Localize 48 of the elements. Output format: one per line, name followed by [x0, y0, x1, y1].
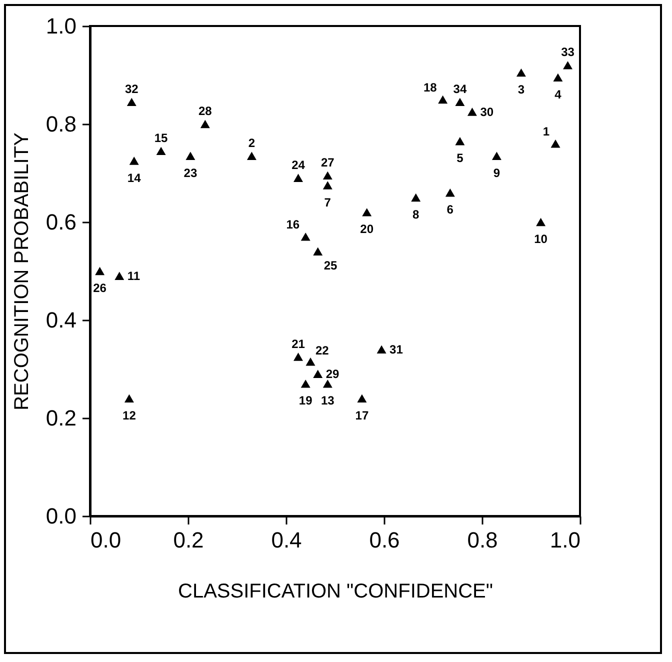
x-tick-label: 0.4	[271, 528, 302, 552]
y-tick-label: 0.6	[46, 210, 76, 234]
y-tick-label: 0.0	[46, 504, 76, 528]
y-tick-label: 0.4	[46, 308, 76, 332]
x-tick-label: 0.8	[467, 528, 498, 552]
annotation: 15	[154, 130, 168, 145]
annotation: 5	[456, 151, 464, 166]
x-tick-label: 0.0	[90, 528, 122, 552]
annotation: 2	[248, 136, 256, 150]
annotation: 34	[453, 82, 467, 96]
y-tick-label: 0.8	[46, 112, 76, 136]
annotation: 21	[292, 336, 306, 351]
annotation: 29	[326, 366, 340, 381]
annotation: 13	[320, 394, 335, 408]
annotation: 19	[298, 394, 313, 408]
annotation: 4	[554, 87, 562, 102]
annotation: 7	[324, 195, 332, 210]
x-tick-label: 1.0	[550, 528, 580, 552]
x-tick-label: 0.2	[173, 528, 204, 552]
annotation: 32	[124, 82, 139, 96]
annotation: 23	[184, 166, 198, 180]
annotation: 1	[542, 124, 550, 139]
annotation: 27	[320, 155, 335, 170]
annotation: 10	[534, 232, 548, 246]
x-axis-title: CLASSIFICATION "CONFIDENCE"	[178, 580, 493, 602]
annotation: 24	[292, 158, 306, 172]
annotation: 12	[122, 408, 136, 422]
annotation: 18	[423, 80, 438, 94]
y-tick-label: 0.2	[46, 406, 76, 430]
annotation: 26	[93, 281, 107, 295]
annotation: 11	[127, 268, 140, 283]
annotation: 6	[446, 202, 454, 217]
annotation: 28	[198, 104, 212, 118]
annotation: 22	[316, 344, 330, 358]
annotation: 16	[286, 218, 300, 232]
y-tick-label: 1.0	[46, 14, 76, 38]
annotation: 17	[355, 408, 369, 422]
annotation: 25	[324, 258, 338, 272]
x-tick-label: 0.6	[369, 528, 400, 552]
annotation: 30	[480, 104, 494, 119]
annotation: 3	[518, 82, 525, 97]
annotation: 9	[493, 166, 500, 180]
annotation: 8	[412, 208, 420, 222]
annotation: 33	[561, 45, 575, 60]
annotation: 31	[390, 342, 404, 356]
annotation: 20	[360, 222, 374, 236]
y-axis-title: RECOGNITION PROBABILITY	[10, 132, 33, 410]
annotation: 14	[127, 170, 142, 185]
